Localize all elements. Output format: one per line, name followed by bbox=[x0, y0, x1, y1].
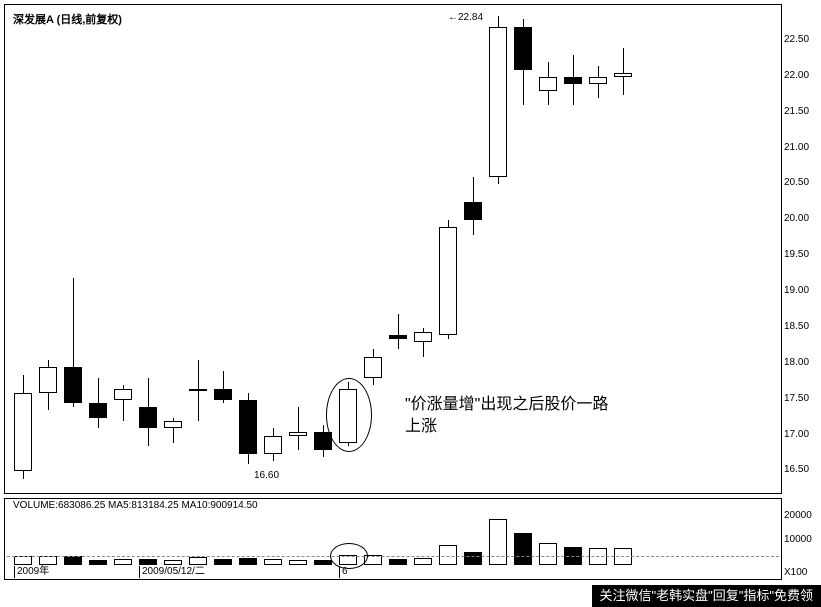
volume-y-axis: 10000 20000 X100 bbox=[784, 498, 820, 580]
price-tick: 19.50 bbox=[784, 249, 809, 260]
volume-bar bbox=[414, 558, 432, 565]
candle-body bbox=[264, 436, 282, 454]
candle-body bbox=[614, 73, 632, 77]
candle bbox=[614, 5, 632, 493]
volume-bar bbox=[389, 559, 407, 565]
price-tick: 20.00 bbox=[784, 213, 809, 224]
candle bbox=[139, 5, 157, 493]
annotation-line: "价涨量增"出现之后股价一路 bbox=[405, 394, 608, 416]
candle bbox=[164, 5, 182, 493]
price-tick: 21.50 bbox=[784, 106, 809, 117]
footer-banner: 关注微信"老韩实盘"回复"指标"免费领 bbox=[592, 585, 821, 607]
candle bbox=[39, 5, 57, 493]
volume-tick: 20000 bbox=[784, 510, 812, 521]
price-tick: 22.00 bbox=[784, 70, 809, 81]
volume-panel: VOLUME:683086.25 MA5:813184.25 MA10:9009… bbox=[4, 498, 782, 580]
candle-body bbox=[64, 367, 82, 403]
volume-bar bbox=[489, 519, 507, 565]
candle bbox=[189, 5, 207, 493]
volume-bar bbox=[164, 560, 182, 565]
candle-body bbox=[389, 335, 407, 339]
candle-body bbox=[164, 421, 182, 428]
candle-body bbox=[14, 393, 32, 472]
candle-body bbox=[239, 400, 257, 454]
volume-annotation-ellipse bbox=[330, 543, 368, 569]
volume-bar bbox=[189, 557, 207, 565]
volume-bar bbox=[464, 552, 482, 565]
candle-wick bbox=[398, 314, 399, 350]
price-tick: 19.00 bbox=[784, 285, 809, 296]
date-tick: 2009/05/12/二 bbox=[139, 566, 205, 578]
price-tick: 18.50 bbox=[784, 321, 809, 332]
chart-root: 深发展A (日线,前复权) ←22.84 16.60 "价涨量增"出现之后股价一路上… bbox=[0, 0, 821, 607]
candle bbox=[289, 5, 307, 493]
price-plot-area: ←22.84 16.60 "价涨量增"出现之后股价一路上涨 bbox=[5, 5, 781, 493]
candle-body bbox=[114, 389, 132, 400]
candle-body bbox=[589, 77, 607, 84]
annotation-line: 上涨 bbox=[405, 416, 608, 438]
candle-body bbox=[414, 332, 432, 343]
volume-bar bbox=[439, 545, 457, 565]
volume-bar bbox=[89, 560, 107, 565]
date-tick: 2009年 bbox=[14, 566, 49, 578]
volume-bar bbox=[514, 533, 532, 565]
candle bbox=[89, 5, 107, 493]
volume-dash-line bbox=[7, 556, 779, 557]
price-y-axis: 16.50 17.00 17.50 18.00 18.50 19.00 19.50 20.00… bbox=[784, 4, 820, 494]
volume-bar bbox=[264, 559, 282, 565]
volume-bar bbox=[539, 543, 557, 565]
candle bbox=[264, 5, 282, 493]
volume-bar bbox=[139, 559, 157, 565]
volume-bar bbox=[64, 556, 82, 565]
candle-wick bbox=[623, 48, 624, 95]
candle-body bbox=[89, 403, 107, 417]
candle-body bbox=[139, 407, 157, 429]
candle-body bbox=[39, 367, 57, 392]
volume-bar bbox=[39, 556, 57, 565]
candle-body bbox=[439, 227, 457, 335]
volume-bar bbox=[314, 560, 332, 565]
candle-body bbox=[564, 77, 582, 84]
price-tick: 16.50 bbox=[784, 464, 809, 475]
volume-label: VOLUME:683086.25 MA5:813184.25 MA10:9009… bbox=[13, 500, 258, 511]
price-panel: 深发展A (日线,前复权) ←22.84 16.60 "价涨量增"出现之后股价一路上… bbox=[4, 4, 782, 494]
annotation-text: "价涨量增"出现之后股价一路上涨 bbox=[405, 394, 608, 439]
price-tick: 22.50 bbox=[784, 34, 809, 45]
candle-body bbox=[289, 432, 307, 436]
volume-bar bbox=[239, 558, 257, 565]
candle-body bbox=[364, 357, 382, 379]
candle-wick bbox=[298, 407, 299, 450]
candle bbox=[214, 5, 232, 493]
price-callout: ←22.84 bbox=[448, 12, 483, 23]
candle-body bbox=[514, 27, 532, 70]
candle-body bbox=[539, 77, 557, 91]
volume-plot-area: 2009年2009/05/12/二6 bbox=[5, 499, 781, 579]
volume-tick: 10000 bbox=[784, 534, 812, 545]
price-callout: 16.60 bbox=[254, 470, 279, 481]
candle bbox=[114, 5, 132, 493]
annotation-ellipse bbox=[326, 378, 372, 452]
price-tick: 17.00 bbox=[784, 429, 809, 440]
candle-body bbox=[214, 389, 232, 400]
candle-body bbox=[464, 202, 482, 220]
volume-bar bbox=[289, 560, 307, 565]
price-tick: 20.50 bbox=[784, 177, 809, 188]
candle-body bbox=[489, 27, 507, 178]
price-tick: 18.00 bbox=[784, 357, 809, 368]
candle-body bbox=[189, 389, 207, 391]
candle bbox=[14, 5, 32, 493]
price-tick: 21.00 bbox=[784, 142, 809, 153]
volume-unit: X100 bbox=[784, 567, 807, 578]
price-tick: 17.50 bbox=[784, 393, 809, 404]
volume-bar bbox=[114, 559, 132, 565]
volume-bar bbox=[214, 559, 232, 565]
candle bbox=[239, 5, 257, 493]
chart-title: 深发展A (日线,前复权) bbox=[13, 11, 122, 27]
candle bbox=[64, 5, 82, 493]
